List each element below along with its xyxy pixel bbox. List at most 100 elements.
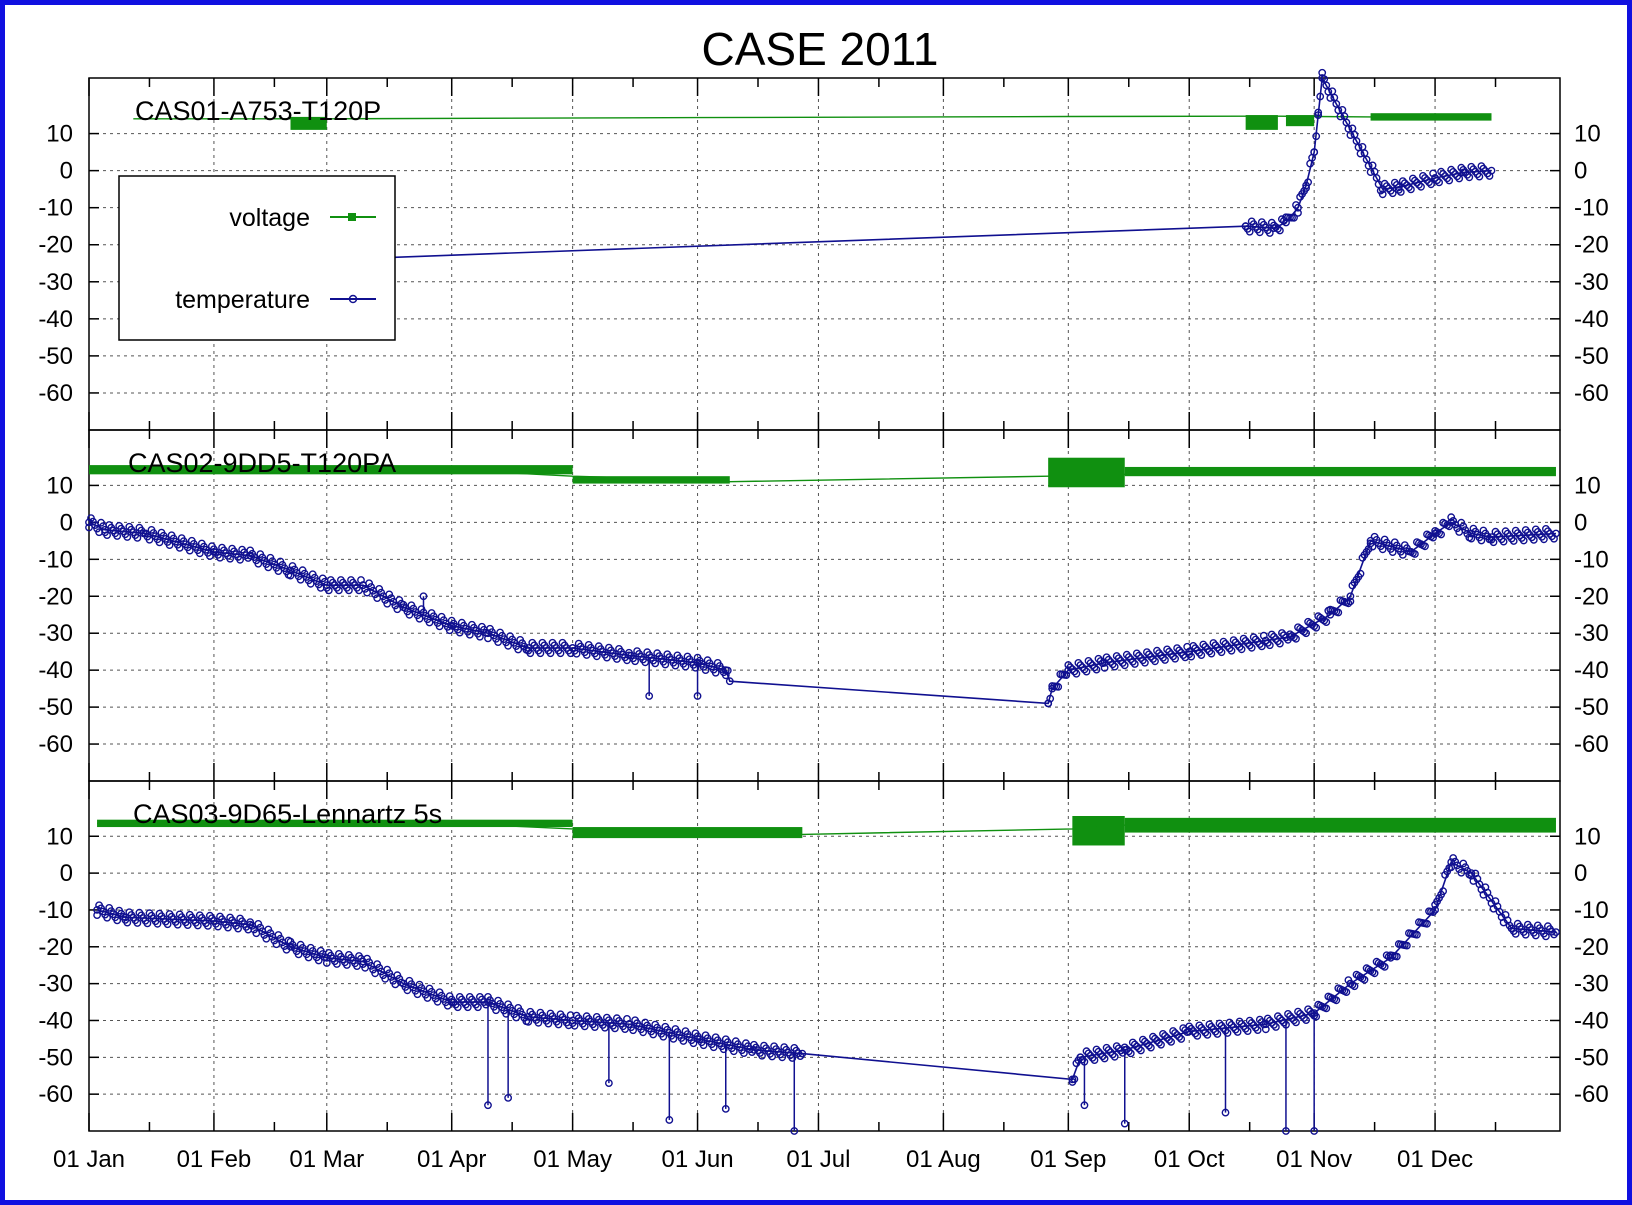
temperature-point — [1465, 173, 1474, 182]
temperature-point — [425, 618, 434, 627]
legend-label-temperature: temperature — [175, 286, 310, 314]
temperature-point — [1163, 1034, 1172, 1042]
temperature-point — [1251, 635, 1260, 644]
temperature-point — [1124, 653, 1133, 661]
temperature-point — [740, 1049, 748, 1058]
temperature-point — [1278, 1016, 1286, 1025]
temperature-point — [701, 666, 710, 674]
temperature-point — [1171, 654, 1180, 663]
x-tick-label: 01 Jan — [53, 1146, 125, 1173]
temperature-point — [264, 563, 273, 572]
temperature-point — [1098, 1052, 1107, 1061]
temperature-point — [1274, 637, 1282, 646]
temperature-point — [1398, 551, 1407, 559]
temperature-point — [1429, 908, 1438, 916]
temperature-point — [286, 566, 295, 575]
temperature-point — [484, 1101, 492, 1110]
temperature-point — [750, 1046, 758, 1054]
temperature-point — [246, 551, 255, 560]
temperature-point — [1441, 172, 1450, 181]
temperature-point — [1096, 1050, 1105, 1058]
temperature-point — [214, 922, 222, 931]
voltage-line — [88, 468, 1556, 483]
temperature-point — [1175, 646, 1184, 655]
temperature-point — [1318, 74, 1327, 82]
temperature-point — [1380, 963, 1389, 971]
voltage-band — [1048, 457, 1125, 488]
temperature-point — [93, 906, 102, 914]
temperature-point — [1511, 930, 1520, 938]
temperature-point — [113, 532, 122, 540]
y-tick-label-right: -60 — [1574, 731, 1609, 758]
temperature-point — [1106, 1048, 1115, 1057]
temperature-point — [1120, 661, 1129, 670]
y-tick-label-right: -10 — [1574, 897, 1609, 924]
temperature-point — [1312, 623, 1321, 632]
y-tick-label-right: -40 — [1574, 1007, 1609, 1034]
voltage-series — [97, 816, 1556, 846]
temperature-point — [1245, 227, 1254, 236]
temperature-point — [1100, 664, 1109, 672]
temperature-point — [768, 1052, 776, 1061]
temperature-point — [1239, 634, 1248, 643]
temperature-point — [524, 1012, 533, 1021]
temperature-point — [1467, 529, 1476, 538]
temperature-point — [1157, 651, 1165, 660]
temperature-point — [1310, 1127, 1319, 1135]
temperature-point — [1068, 1075, 1077, 1084]
temperature-point — [1094, 1047, 1103, 1056]
temperature-point — [1487, 166, 1496, 175]
temperature-point — [1090, 1056, 1099, 1065]
temperature-point — [1137, 1046, 1145, 1055]
temperature-point — [1398, 177, 1407, 186]
temperature-point — [1423, 919, 1431, 928]
temperature-point — [1141, 1037, 1149, 1046]
temperature-point — [1223, 1029, 1232, 1037]
temperature-point — [1409, 174, 1417, 183]
temperature-point — [1405, 183, 1413, 192]
legend-label-voltage: voltage — [229, 204, 310, 232]
temperature-point — [195, 549, 204, 558]
temperature-point — [1276, 639, 1284, 648]
temperature-point — [1128, 657, 1137, 666]
temperature-point — [473, 1003, 482, 1012]
temperature-point — [1165, 1036, 1174, 1044]
temperature-point — [1447, 165, 1456, 174]
y-tick-label-left: 0 — [60, 509, 73, 536]
panel-label: CAS02-9DD5-T120PA — [128, 448, 396, 478]
temperature-point — [1076, 661, 1085, 669]
temperature-point — [709, 1043, 718, 1052]
temperature-point — [1437, 167, 1446, 176]
temperature-point — [568, 644, 577, 652]
temperature-point — [1290, 213, 1298, 222]
temperature-point — [1457, 163, 1466, 172]
y-tick-label-left: -10 — [38, 546, 73, 573]
temperature-point — [304, 953, 313, 962]
temperature-point — [1487, 533, 1496, 541]
temperature-point — [1225, 644, 1234, 653]
temperature-point — [113, 916, 122, 925]
temperature-point — [1443, 174, 1452, 183]
y-tick-label-right: -20 — [1574, 934, 1609, 961]
temperature-point — [1455, 174, 1464, 183]
temperature-point — [1245, 1016, 1254, 1025]
temperature-point — [1447, 518, 1456, 527]
temperature-point — [572, 649, 581, 658]
temperature-point — [216, 553, 224, 562]
temperature-point — [359, 581, 367, 590]
temperature-point — [133, 534, 142, 542]
temperature-point — [1112, 652, 1121, 660]
y-tick-label-right: -30 — [1574, 620, 1609, 647]
voltage-series — [133, 113, 1492, 130]
temperature-point — [1135, 1044, 1143, 1053]
temperature-point — [1304, 1005, 1313, 1014]
temperature-point — [1243, 1027, 1252, 1036]
temperature-point — [1445, 176, 1454, 185]
temperature-point — [1215, 1019, 1224, 1028]
temperature-point — [1326, 94, 1335, 102]
temperature-point — [1356, 149, 1365, 158]
temperature-point — [1231, 638, 1240, 647]
temperature-point — [1265, 641, 1274, 650]
temperature-point — [1080, 665, 1089, 674]
voltage-band — [1124, 466, 1556, 477]
